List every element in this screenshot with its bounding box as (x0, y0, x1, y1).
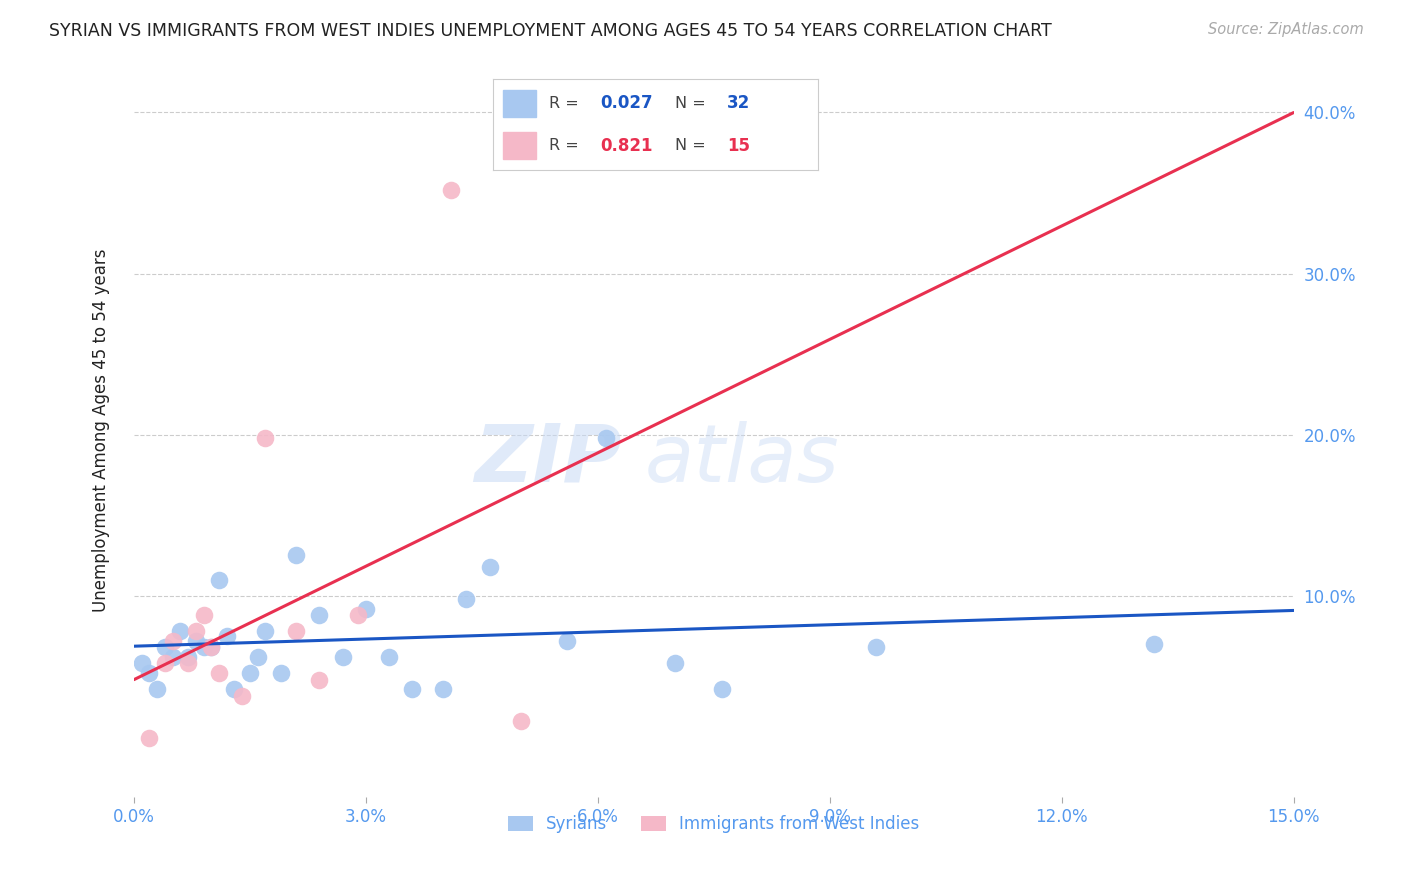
Point (555, 633, 578, 648)
Point (208, 666, 231, 681)
Point (162, 649, 184, 664)
Point (285, 624, 308, 639)
Point (285, 549, 308, 563)
Text: SYRIAN VS IMMIGRANTS FROM WEST INDIES UNEMPLOYMENT AMONG AGES 45 TO 54 YEARS COR: SYRIAN VS IMMIGRANTS FROM WEST INDIES UN… (49, 22, 1052, 40)
Point (440, 183, 463, 197)
Point (254, 624, 277, 639)
Point (378, 649, 401, 664)
Point (200, 640, 222, 655)
Point (231, 689, 253, 703)
Point (254, 431, 277, 445)
Point (456, 591, 478, 606)
Point (1143, 637, 1166, 651)
Point (215, 629, 238, 643)
Point (200, 640, 222, 655)
Point (177, 657, 200, 671)
Text: ZIP: ZIP (474, 421, 621, 499)
Point (332, 649, 354, 664)
Point (162, 633, 184, 648)
Point (246, 649, 269, 664)
Point (153, 640, 176, 655)
Point (710, 682, 733, 697)
Point (308, 673, 330, 687)
Point (270, 666, 292, 681)
Point (193, 608, 215, 623)
Point (432, 682, 454, 697)
Point (664, 657, 686, 671)
Point (239, 666, 262, 681)
Point (509, 714, 531, 729)
Point (169, 624, 191, 639)
Point (131, 657, 153, 671)
Y-axis label: Unemployment Among Ages 45 to 54 years: Unemployment Among Ages 45 to 54 years (93, 249, 110, 612)
Text: atlas: atlas (644, 421, 839, 499)
Point (177, 649, 200, 664)
Point (138, 731, 160, 745)
Point (208, 573, 231, 587)
Point (146, 682, 169, 697)
Point (153, 657, 176, 671)
Point (595, 431, 617, 445)
Text: Source: ZipAtlas.com: Source: ZipAtlas.com (1208, 22, 1364, 37)
Legend: Syrians, Immigrants from West Indies: Syrians, Immigrants from West Indies (502, 809, 927, 840)
Point (347, 608, 370, 623)
Point (184, 624, 207, 639)
Point (138, 666, 160, 681)
Point (865, 640, 887, 655)
Point (224, 682, 246, 697)
Point (308, 608, 330, 623)
Point (184, 633, 207, 648)
Point (478, 559, 501, 574)
Point (354, 601, 377, 615)
Point (401, 682, 423, 697)
Point (193, 640, 215, 655)
